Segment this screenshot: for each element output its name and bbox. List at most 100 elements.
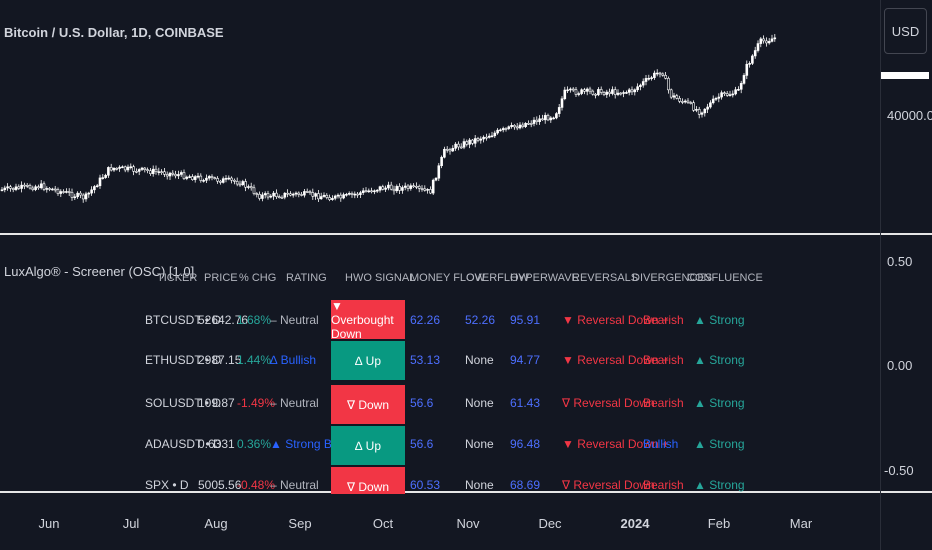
candle-body [577,93,581,95]
candle-body [468,139,471,145]
cell-rating: – Neutral [270,313,319,327]
candle-body [398,186,401,191]
candle-body [647,77,651,80]
candle-body [308,191,312,194]
candle-body [205,177,208,181]
candle-body [734,89,737,95]
candle-body [552,117,555,120]
candle-body [563,89,567,100]
candle-body [571,88,575,91]
time-axis[interactable]: Jun Jul Aug Sep Oct Nov Dec 2024 Feb Mar [0,494,880,550]
candle-body [53,188,57,191]
candle-body [415,185,418,188]
candle-body [602,92,606,95]
candle-body [767,41,771,44]
candle-body [297,192,301,195]
candle-body [485,136,488,139]
cell-overflow: None [465,396,494,410]
candle-body [510,124,513,128]
header-overflow: OVERFLOW [466,272,529,284]
candle-body [473,138,477,144]
candle-body [353,193,357,196]
price-chart-pane[interactable]: Bitcoin / U.S. Dollar, 1D, COINBASE [0,0,880,233]
candle-body [328,197,331,200]
candle-body [199,175,203,181]
cell-chg: -1.49% [237,396,276,410]
candle-body [11,188,15,190]
cell-divergences: Bearish [643,353,684,367]
cell-reversals: ▼ Reversal Down + [562,437,669,451]
candle-body [518,124,522,129]
candle-body [412,185,415,188]
cell-divergences: Bearish [643,313,684,327]
candle-body [709,102,712,108]
candle-body [283,192,287,198]
cell-price: 2987.15 [198,353,242,367]
candlestick-series [0,34,777,203]
cell-hwo-signal: ∇ Down [331,385,405,424]
candle-body [403,185,407,188]
candle-body [613,89,617,95]
candle-body [725,93,729,96]
candle-body [692,102,695,111]
currency-button[interactable]: USD [884,8,927,54]
price-axis[interactable]: 40000.00 0.50 0.00 -0.50 [881,0,932,550]
header-divergences: DIVERGENCES [632,272,713,284]
candle-body [560,98,564,108]
candle-body [616,92,620,95]
candle-body [104,174,107,178]
candle-body [409,185,413,189]
candle-body [109,167,113,171]
header-hyperwave: HYPERWAVE [510,272,579,284]
cell-chg: 1.44% [237,353,272,367]
candle-body [185,176,189,179]
header-ticker: TICKER [157,272,198,284]
header-price: PRICE [204,272,238,284]
candle-body [513,124,516,128]
time-label: Jun [38,516,60,531]
candle-body [233,179,236,182]
header-rating: RATING [286,272,327,284]
candle-body [546,115,550,121]
candle-body [499,129,502,132]
candle-body [770,38,774,42]
cell-money-flow: 62.26 [410,313,441,327]
pane-separator[interactable] [0,233,932,235]
candle-body [622,92,625,94]
candle-body [45,188,49,190]
candle-body [482,136,485,140]
candle-body [639,84,642,88]
candle-body [378,186,382,191]
candle-body [608,91,611,94]
candle-body [678,98,681,102]
candle-body [300,194,303,196]
candle-body [6,186,9,189]
indicator-title[interactable]: LuxAlgo® - Screener (OSC) [1.0] [4,264,195,279]
candle-body [42,183,46,190]
time-label: Aug [204,516,228,531]
candle-body [59,191,63,194]
cell-reversals: ▼ Reversal Down + [562,353,669,367]
time-label: Dec [538,516,562,531]
candle-body [762,38,765,42]
candle-body [235,181,239,185]
time-label: Oct [372,516,394,531]
candle-body [95,185,99,188]
candle-body [549,117,553,121]
candle-body [333,195,337,199]
candle-body [67,191,71,193]
candle-body [683,100,687,103]
candle-body [557,107,561,114]
candle-body [381,186,385,190]
cell-ticker: SPX • D [145,478,189,492]
candle-body [171,172,175,175]
candle-body [266,193,270,198]
cell-price: 5005.56 [198,478,242,492]
candle-body [655,72,659,75]
candle-body [507,126,511,129]
candle-body [160,171,163,173]
time-label-year: 2024 [620,516,650,531]
candle-body [664,75,667,79]
candle-body [728,94,732,96]
candle-body [81,194,85,200]
